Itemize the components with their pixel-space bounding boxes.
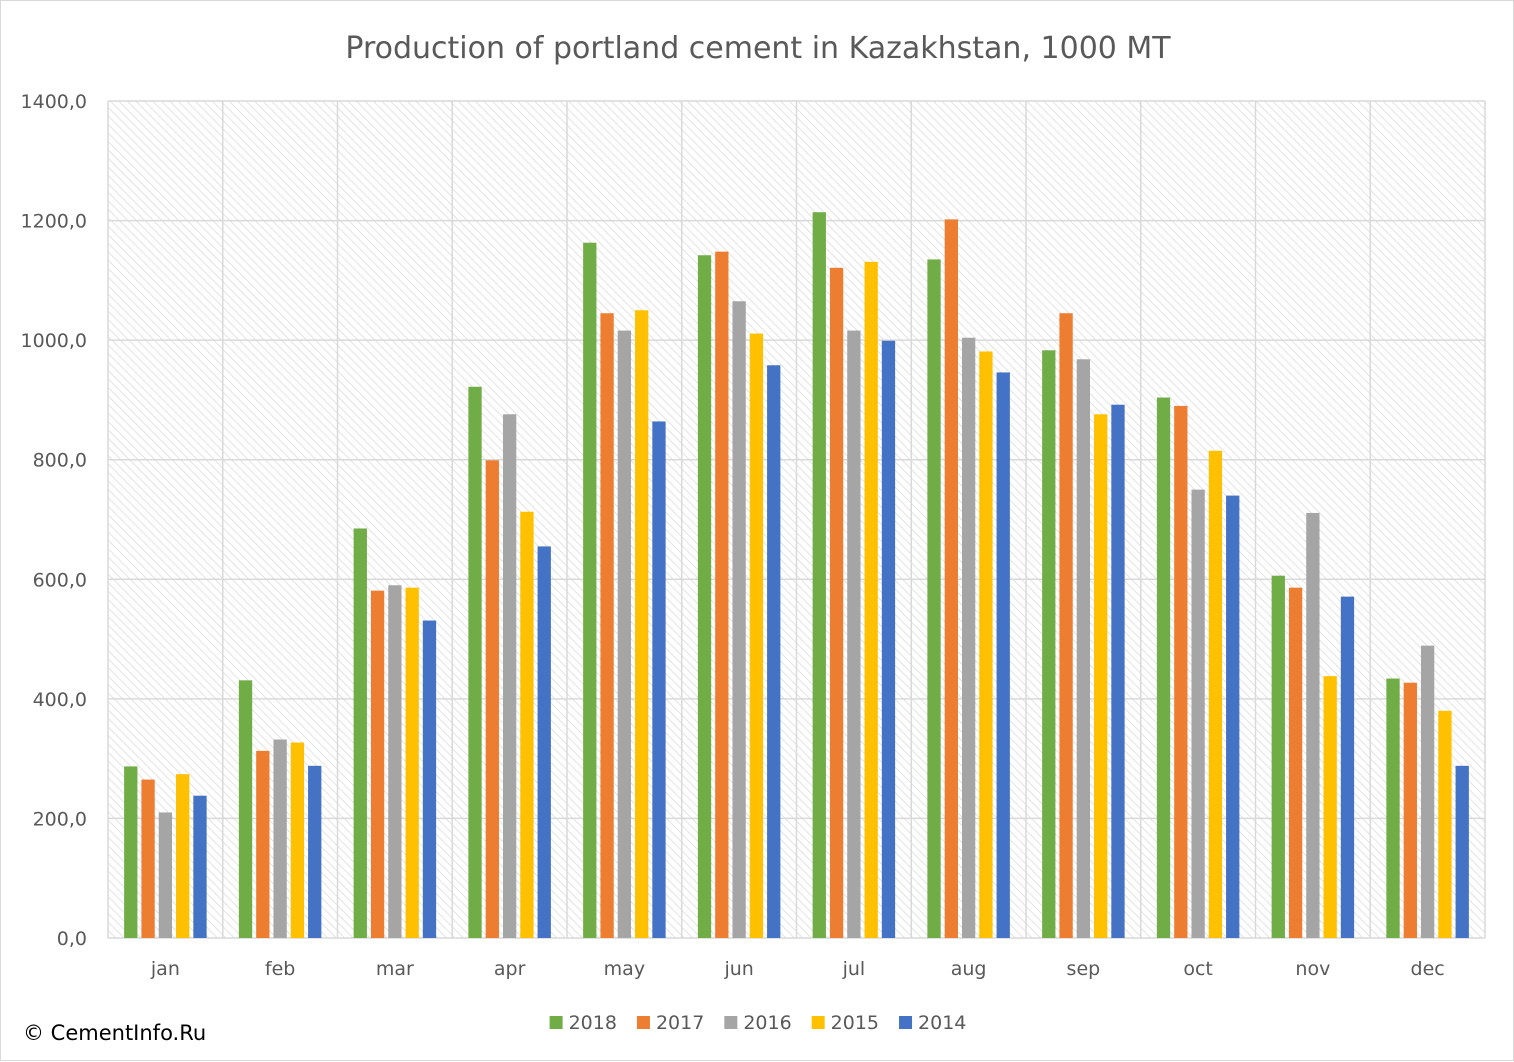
bar-2017-mar: [370, 590, 385, 938]
x-category-label: apr: [494, 958, 526, 980]
legend-label: 2018: [569, 1012, 617, 1034]
bar-2015-nov: [1323, 676, 1337, 938]
bar-2015-may: [635, 310, 649, 938]
bar-2018-jun: [697, 255, 712, 939]
x-category-label: jun: [723, 958, 753, 980]
bar-2015-dec: [1438, 710, 1452, 938]
x-category-label: mar: [376, 958, 414, 980]
legend-label: 2016: [743, 1012, 791, 1034]
bar-2018-jan: [124, 766, 138, 938]
bar-2014-jun: [767, 365, 781, 938]
bar-2015-feb: [290, 742, 305, 938]
bar-2014-feb: [308, 765, 322, 938]
legend-swatch: [549, 1016, 563, 1029]
bar-2016-mar: [388, 585, 402, 938]
bar-2016-oct: [1191, 489, 1205, 938]
bar-2018-may: [583, 242, 597, 938]
bar-2018-oct: [1156, 397, 1171, 939]
bar-2018-mar: [353, 528, 367, 938]
legend-swatch: [724, 1016, 738, 1029]
bar-2018-apr: [468, 386, 482, 938]
bar-2016-apr: [502, 414, 517, 939]
y-tick-label: 400,0: [33, 689, 87, 711]
bar-2018-dec: [1386, 678, 1400, 938]
bar-2017-feb: [256, 750, 270, 938]
bar-2015-jul: [864, 261, 878, 938]
legend: 2018 2017 2016 2015 2014: [549, 1012, 966, 1034]
bar-2014-mar: [422, 620, 437, 938]
bar-2017-jun: [715, 251, 729, 938]
bar-2016-dec: [1420, 645, 1435, 938]
bar-2015-apr: [520, 511, 534, 938]
x-category-label: dec: [1411, 958, 1445, 980]
legend-label: 2014: [918, 1012, 966, 1034]
bar-2015-jun: [749, 333, 764, 939]
bar-2014-nov: [1340, 596, 1355, 938]
y-tick-label: 200,0: [33, 808, 87, 830]
bar-2014-dec: [1455, 765, 1469, 938]
bar-2015-aug: [979, 351, 993, 938]
y-tick-label: 800,0: [33, 450, 87, 472]
x-category-label: may: [604, 958, 645, 980]
legend-swatch: [636, 1016, 650, 1029]
bar-2015-jan: [176, 774, 190, 938]
x-category-label: aug: [951, 958, 987, 980]
bar-2014-sep: [1111, 404, 1125, 938]
y-tick-label: 0,0: [57, 928, 87, 950]
bar-2018-nov: [1271, 575, 1285, 938]
bar-2015-oct: [1208, 450, 1223, 938]
bar-2017-jul: [829, 267, 844, 939]
bar-2017-aug: [944, 219, 958, 938]
y-axis-ticks: 0,0 200,0 400,0 600,0 800,0 1000,0 1200,0 1400,…: [21, 91, 87, 950]
x-category-label: oct: [1183, 958, 1213, 980]
x-axis-categories: jan feb mar apr may jun jul aug sep oct nov dec: [150, 958, 1445, 980]
bar-2017-sep: [1059, 313, 1073, 939]
bar-2016-jun: [732, 301, 746, 939]
bar-2017-nov: [1288, 587, 1303, 938]
bar-2015-mar: [405, 587, 419, 938]
bar-2016-feb: [273, 739, 287, 938]
copyright-text: © CementInfo.Ru: [23, 1021, 207, 1045]
bar-2014-jul: [881, 340, 896, 938]
legend-swatch: [899, 1016, 913, 1029]
bar-2014-may: [652, 421, 666, 938]
bar-2016-aug: [961, 337, 976, 938]
legend-swatch: [811, 1016, 825, 1029]
bar-2014-aug: [996, 372, 1010, 939]
bar-2014-apr: [537, 546, 551, 938]
bar-2016-jan: [158, 812, 173, 938]
bar-2015-sep: [1094, 414, 1108, 939]
y-tick-label: 1200,0: [21, 211, 87, 233]
x-category-label: nov: [1295, 958, 1330, 980]
bar-2016-may: [617, 330, 632, 938]
chart-title: Production of portland cement in Kazakhs…: [345, 31, 1171, 66]
legend-label: 2017: [656, 1012, 704, 1034]
bar-2014-jan: [193, 795, 207, 938]
y-tick-label: 1400,0: [21, 91, 87, 113]
bar-2016-sep: [1076, 359, 1091, 938]
x-category-label: feb: [265, 958, 295, 980]
x-category-label: sep: [1067, 958, 1101, 980]
bar-2017-may: [600, 313, 614, 939]
bar-2017-apr: [485, 460, 499, 938]
bar-2014-oct: [1226, 495, 1240, 938]
legend-label: 2015: [831, 1012, 879, 1034]
y-tick-label: 1000,0: [21, 330, 87, 352]
bar-2016-jul: [847, 330, 861, 938]
bar-2017-jan: [141, 779, 155, 938]
x-category-label: jan: [150, 958, 180, 980]
bar-2018-aug: [927, 259, 941, 938]
bar-2018-jul: [812, 212, 826, 939]
bar-2017-dec: [1403, 682, 1417, 938]
x-category-label: jul: [842, 958, 866, 980]
bar-2017-oct: [1174, 405, 1188, 939]
bar-2018-sep: [1042, 350, 1056, 939]
y-tick-label: 600,0: [33, 569, 87, 591]
gridlines: [107, 100, 1486, 939]
bars: [124, 212, 1469, 939]
bar-2016-nov: [1306, 512, 1320, 938]
bar-2018-feb: [238, 680, 253, 938]
